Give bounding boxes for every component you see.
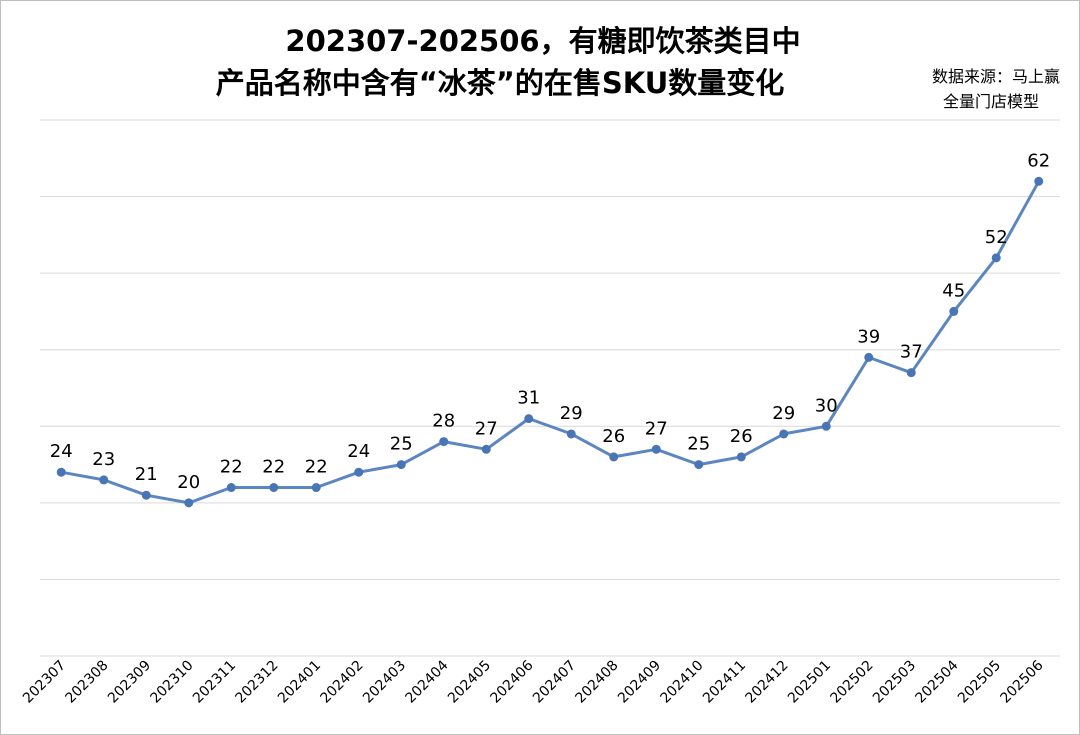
- x-tick-label: 202407: [530, 658, 579, 707]
- x-tick-label: 202311: [190, 658, 239, 707]
- data-label: 62: [1027, 150, 1050, 171]
- data-label: 39: [857, 326, 880, 347]
- x-tick-label: 202310: [147, 658, 196, 707]
- data-label: 20: [177, 472, 200, 493]
- x-tick-label: 202309: [105, 658, 154, 707]
- data-point: [226, 483, 236, 493]
- x-tick-label: 202308: [62, 658, 111, 707]
- data-point: [949, 306, 959, 316]
- x-tick-label: 202405: [445, 658, 494, 707]
- data-label: 26: [602, 426, 625, 447]
- chart-title-line-1: 202307-202506，有糖即饮茶类目中: [285, 24, 801, 58]
- data-label: 27: [475, 418, 498, 439]
- x-tick-label: 202504: [912, 657, 961, 706]
- data-point: [524, 414, 534, 424]
- data-point: [439, 437, 449, 447]
- x-tick-label: 202411: [700, 658, 749, 707]
- data-label: 22: [220, 457, 243, 478]
- data-source-line-1: 数据来源：马上赢: [931, 67, 1060, 86]
- data-point: [651, 444, 661, 454]
- data-point: [694, 460, 704, 470]
- x-tick-label: 202404: [402, 657, 451, 706]
- x-tick-label: 202312: [232, 658, 281, 707]
- data-label: 30: [815, 395, 838, 416]
- x-tick-label: 202408: [572, 658, 621, 707]
- data-point: [821, 421, 831, 431]
- x-tick-label: 202506: [997, 657, 1046, 706]
- data-label: 25: [687, 434, 710, 455]
- data-label: 31: [517, 388, 540, 409]
- data-point: [779, 429, 789, 439]
- x-tick-label: 202307: [20, 658, 69, 707]
- x-tick-label: 202403: [360, 658, 409, 707]
- data-label: 22: [305, 457, 328, 478]
- data-point: [609, 452, 619, 462]
- data-label: 37: [900, 342, 923, 363]
- x-tick-label: 202501: [785, 658, 834, 707]
- x-tick-label: 202409: [615, 658, 664, 707]
- data-point: [184, 498, 194, 508]
- x-tick-label: 202410: [657, 658, 706, 707]
- data-point: [99, 475, 109, 485]
- x-tick-label: 202406: [487, 657, 536, 706]
- data-source-line-2: 全量门店模型: [942, 92, 1039, 111]
- x-tick-label: 202505: [955, 658, 1004, 707]
- data-point: [566, 429, 576, 439]
- data-point: [736, 452, 746, 462]
- series-line: [61, 180, 1041, 505]
- data-point: [269, 483, 279, 493]
- data-point: [864, 352, 874, 362]
- x-tick-label: 202402: [317, 658, 366, 707]
- data-label: 23: [92, 449, 115, 470]
- x-tick-label: 202401: [275, 658, 324, 707]
- data-point: [141, 490, 151, 500]
- data-point: [354, 467, 364, 477]
- data-label: 29: [560, 403, 583, 424]
- data-point: [991, 253, 1001, 263]
- data-label: 21: [135, 464, 158, 485]
- data-point: [906, 368, 916, 378]
- data-label: 22: [262, 457, 285, 478]
- data-label: 24: [347, 441, 370, 462]
- data-point: [481, 444, 491, 454]
- chart-title-line-2: 产品名称中含有“冰茶”的在售SKU数量变化: [215, 66, 785, 100]
- data-label: 27: [645, 418, 668, 439]
- data-point: [396, 460, 406, 470]
- data-label: 26: [730, 426, 753, 447]
- data-label: 29: [772, 403, 795, 424]
- data-label: 25: [390, 434, 413, 455]
- data-label: 52: [985, 227, 1008, 248]
- x-tick-label: 202412: [742, 658, 791, 707]
- data-point: [1034, 176, 1044, 186]
- data-label: 28: [432, 411, 455, 432]
- data-point: [56, 467, 66, 477]
- data-label: 45: [942, 280, 965, 301]
- x-tick-label: 202502: [827, 658, 876, 707]
- data-label: 24: [50, 441, 73, 462]
- x-tick-label: 202503: [870, 658, 919, 707]
- data-point: [311, 483, 321, 493]
